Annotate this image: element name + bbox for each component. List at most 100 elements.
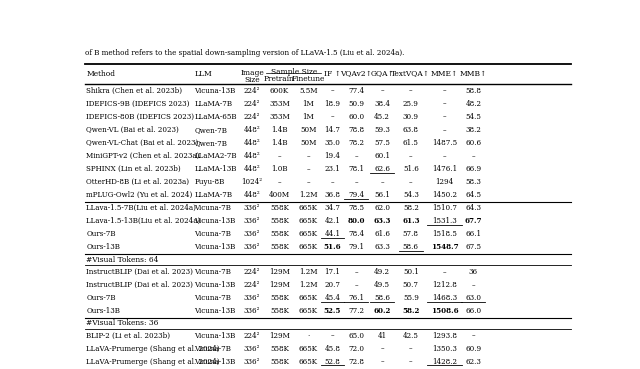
- Text: –: –: [409, 345, 413, 353]
- Text: Ours-13B: Ours-13B: [86, 244, 120, 251]
- Text: –: –: [380, 358, 384, 366]
- Text: 558K: 558K: [270, 217, 289, 225]
- Text: Vicuna-7B: Vicuna-7B: [195, 345, 232, 353]
- Text: 55.9: 55.9: [403, 294, 419, 302]
- Text: Vicuna-13B: Vicuna-13B: [195, 87, 236, 94]
- Text: 1468.3: 1468.3: [432, 294, 457, 302]
- Text: 56.1: 56.1: [374, 191, 390, 199]
- Text: 78.2: 78.2: [348, 139, 364, 147]
- Text: #Visual Tokens: 36: #Visual Tokens: 36: [86, 319, 159, 327]
- Text: 448²: 448²: [244, 139, 260, 147]
- Text: LLaMA-13B: LLaMA-13B: [195, 165, 237, 173]
- Text: 1.4B: 1.4B: [271, 139, 287, 147]
- Text: 76.1: 76.1: [348, 294, 364, 302]
- Text: –: –: [307, 152, 310, 160]
- Text: 665K: 665K: [299, 294, 317, 302]
- Text: 34.7: 34.7: [324, 204, 340, 212]
- Text: 60.0: 60.0: [348, 113, 364, 121]
- Text: –: –: [331, 178, 334, 186]
- Text: 62.0: 62.0: [374, 204, 390, 212]
- Text: 224²: 224²: [244, 331, 260, 339]
- Text: 64.3: 64.3: [465, 204, 481, 212]
- Text: Vicuna-13B: Vicuna-13B: [195, 331, 236, 339]
- Text: Vicuna-7B: Vicuna-7B: [195, 268, 232, 276]
- Text: GQA↑: GQA↑: [370, 70, 394, 78]
- Text: mPLUG-Owl2 (Yu et al. 2024): mPLUG-Owl2 (Yu et al. 2024): [86, 191, 193, 199]
- Text: 224²: 224²: [244, 87, 260, 94]
- Text: 63.3: 63.3: [374, 244, 390, 251]
- Text: 60.1: 60.1: [374, 152, 390, 160]
- Text: 129M: 129M: [269, 268, 290, 276]
- Text: 57.8: 57.8: [403, 230, 419, 238]
- Text: 77.2: 77.2: [348, 307, 364, 315]
- Text: 65.0: 65.0: [348, 331, 364, 339]
- Text: Vicuna-7B: Vicuna-7B: [195, 204, 232, 212]
- Text: –: –: [443, 268, 446, 276]
- Text: 336²: 336²: [244, 204, 260, 212]
- Text: 50M: 50M: [300, 126, 316, 134]
- Text: –: –: [331, 113, 334, 121]
- Text: 60.2: 60.2: [373, 307, 391, 315]
- Text: 60.6: 60.6: [465, 139, 481, 147]
- Text: Vicuna-7B: Vicuna-7B: [195, 230, 232, 238]
- Text: 45.8: 45.8: [324, 345, 340, 353]
- Text: –: –: [307, 178, 310, 186]
- Text: LLaMA2-7B: LLaMA2-7B: [195, 152, 237, 160]
- Text: 336²: 336²: [244, 230, 260, 238]
- Text: 63.8: 63.8: [403, 126, 419, 134]
- Text: 448²: 448²: [244, 152, 260, 160]
- Text: IDEFICS-9B (IDEFICS 2023): IDEFICS-9B (IDEFICS 2023): [86, 100, 190, 108]
- Text: 665K: 665K: [299, 244, 317, 251]
- Text: 42.5: 42.5: [403, 331, 419, 339]
- Text: 58.2: 58.2: [403, 204, 419, 212]
- Text: 336²: 336²: [244, 345, 260, 353]
- Text: 1293.8: 1293.8: [432, 331, 457, 339]
- Text: Ours-13B: Ours-13B: [86, 307, 120, 315]
- Text: 38.4: 38.4: [374, 100, 390, 108]
- Text: 57.5: 57.5: [374, 139, 390, 147]
- Text: 78.5: 78.5: [348, 204, 364, 212]
- Text: 80.0: 80.0: [348, 217, 365, 225]
- Text: 558K: 558K: [270, 230, 289, 238]
- Text: 79.1: 79.1: [348, 244, 364, 251]
- Text: 665K: 665K: [299, 345, 317, 353]
- Text: 336²: 336²: [244, 294, 260, 302]
- Text: 665K: 665K: [299, 358, 317, 366]
- Text: 5.5M: 5.5M: [299, 87, 317, 94]
- Text: Vicuna-13B: Vicuna-13B: [195, 281, 236, 289]
- Text: –: –: [443, 113, 446, 121]
- Text: –: –: [409, 87, 413, 94]
- Text: 558K: 558K: [270, 307, 289, 315]
- Text: 558K: 558K: [270, 345, 289, 353]
- Text: Ours-7B: Ours-7B: [86, 230, 116, 238]
- Text: 558K: 558K: [270, 244, 289, 251]
- Text: 44.1: 44.1: [324, 230, 340, 238]
- Text: –: –: [355, 178, 358, 186]
- Text: LLaVA-Prumerge (Shang et al. 2024): LLaVA-Prumerge (Shang et al. 2024): [86, 358, 220, 366]
- Text: 1212.8: 1212.8: [432, 281, 457, 289]
- Text: ·: ·: [307, 331, 309, 339]
- Text: Vicuna-13B: Vicuna-13B: [195, 244, 236, 251]
- Text: –: –: [355, 152, 358, 160]
- Text: MMB↑: MMB↑: [460, 70, 487, 78]
- Text: 353M: 353M: [269, 100, 290, 108]
- Text: Size: Size: [244, 76, 260, 83]
- Text: –: –: [355, 281, 358, 289]
- Text: 1.4B: 1.4B: [271, 126, 287, 134]
- Text: –: –: [472, 281, 475, 289]
- Text: –: –: [443, 87, 446, 94]
- Text: 1518.5: 1518.5: [432, 230, 457, 238]
- Text: 61.6: 61.6: [374, 230, 390, 238]
- Text: 49.5: 49.5: [374, 281, 390, 289]
- Text: of B method refers to the spatial down-sampling version of LLaVA-1.5 (Liu et al.: of B method refers to the spatial down-s…: [85, 49, 404, 58]
- Text: 353M: 353M: [269, 113, 290, 121]
- Text: 77.4: 77.4: [348, 87, 364, 94]
- Text: Shikra (Chen et al. 2023b): Shikra (Chen et al. 2023b): [86, 87, 182, 94]
- Text: 36.8: 36.8: [324, 191, 340, 199]
- Text: LLaMA-65B: LLaMA-65B: [195, 113, 237, 121]
- Text: LLaMA-7B: LLaMA-7B: [195, 191, 232, 199]
- Text: –: –: [409, 178, 413, 186]
- Text: –: –: [380, 345, 384, 353]
- Text: 18.9: 18.9: [324, 100, 340, 108]
- Text: –: –: [380, 87, 384, 94]
